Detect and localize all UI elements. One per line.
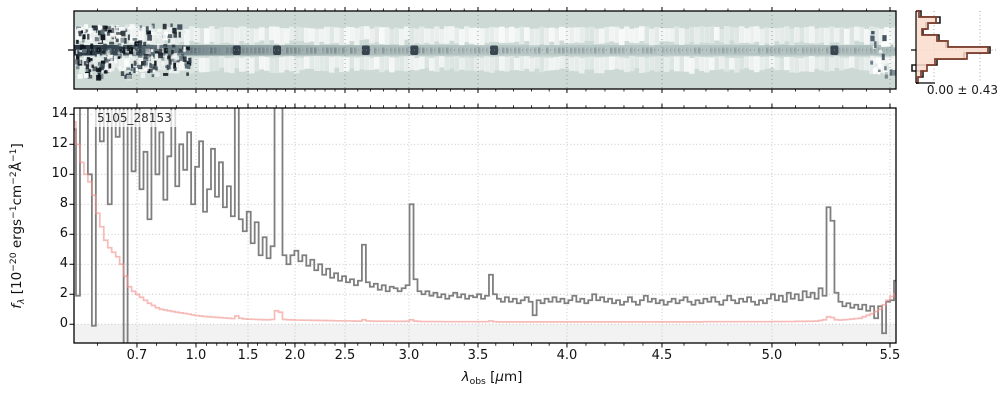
axis-ticks — [69, 103, 891, 348]
axis-label-part: −2 — [7, 171, 19, 185]
axis-label-part: ergs — [9, 218, 25, 253]
x-tick-label: 1.0 — [185, 348, 207, 363]
x-tick-label: 4.5 — [651, 348, 673, 363]
y-tick-label: 14 — [51, 106, 68, 122]
spec2d-gridlines — [74, 11, 896, 89]
spec2d-ticks — [68, 7, 891, 93]
x-tick-label: 0.7 — [126, 348, 148, 363]
x-tick-label: 4.0 — [556, 348, 578, 363]
axis-label-part: f — [9, 304, 25, 309]
x-tick-label: 2.0 — [284, 348, 306, 363]
spec2d-noise-region — [74, 23, 897, 81]
x-axis-label: λobs [μm] — [461, 369, 523, 387]
hist-spines — [911, 11, 935, 84]
axis-label-part: m] — [503, 369, 523, 385]
flux-line — [74, 108, 896, 343]
axis-label-part: −1 — [7, 205, 19, 219]
axis-label-part: −1 — [7, 148, 19, 163]
axis-label-part: [ — [485, 369, 496, 385]
x-tick-label: 5.0 — [761, 348, 783, 363]
x-tick-label: 2.5 — [334, 348, 356, 363]
axes-spines — [73, 107, 897, 344]
spectrum-2d-svg — [68, 7, 900, 93]
x-tick-label: 3.0 — [398, 348, 420, 363]
y-tick-label: 12 — [51, 136, 68, 152]
y-tick-label: 6 — [59, 226, 68, 242]
axis-label-part: μ — [495, 369, 504, 385]
y-tick-label: 2 — [59, 286, 68, 302]
profile-histogram-svg — [911, 10, 996, 84]
profile-histogram-panel — [910, 8, 1000, 100]
y-axis-label: fλ [10−20 ergs−1cm−2Å−1] — [7, 143, 27, 309]
x-tick-label: 5.5 — [879, 348, 901, 363]
axis-label-part: λ — [461, 369, 470, 385]
object-id-label: 5105_28153 — [92, 110, 177, 127]
axis-label-part: −20 — [7, 252, 19, 272]
spectrum-1d-svg — [69, 103, 897, 348]
axis-label-part: cm — [9, 184, 25, 206]
spec2d-trace — [74, 45, 896, 56]
gridlines — [74, 108, 896, 343]
axis-label-part: obs — [469, 375, 486, 387]
x-tick-label: 1.5 — [237, 348, 259, 363]
axis-label-part: Å — [9, 162, 25, 172]
error-line — [74, 120, 896, 323]
axis-label-part: [10 — [9, 271, 25, 299]
hist-profile-model — [916, 10, 989, 84]
y-tick-label: 0 — [59, 316, 68, 332]
axis-label-part: λ — [15, 298, 27, 304]
axis-label-part: ] — [9, 143, 25, 149]
y-tick-label: 10 — [51, 166, 68, 182]
x-tick-label: 3.5 — [467, 348, 489, 363]
profile-stat-label: 0.00 ± 0.43 — [926, 83, 998, 97]
below-zero-shade — [74, 324, 896, 343]
y-tick-label: 8 — [59, 196, 68, 212]
y-tick-label: 4 — [59, 256, 68, 272]
spectrum-2d-panel — [68, 7, 900, 93]
spectrum-1d-panel — [69, 103, 897, 348]
